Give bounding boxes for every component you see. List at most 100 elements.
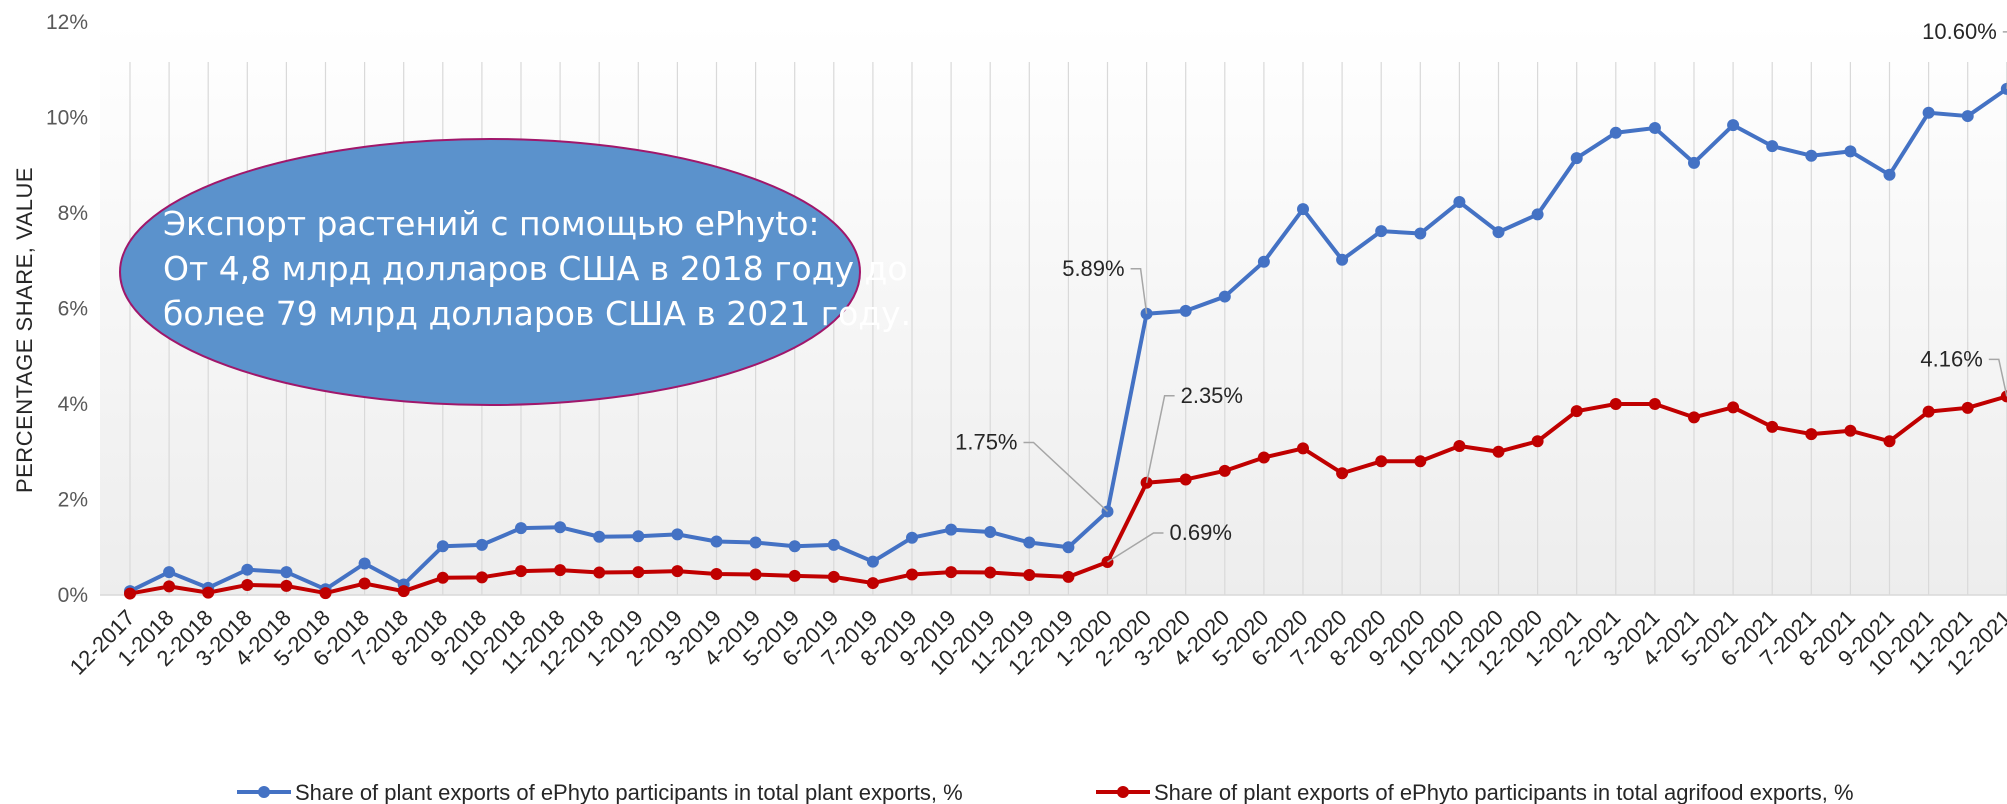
data-point: [436, 571, 449, 584]
y-tick-label: 8%: [58, 202, 88, 225]
y-tick-label: 12%: [46, 11, 88, 34]
data-point: [1766, 420, 1779, 433]
data-point: [1453, 440, 1466, 453]
data-point: [1414, 227, 1427, 240]
y-axis-label: PERCENTAGE SHARE, VALUE: [12, 167, 37, 493]
data-labels: 1.75% 5.89% 10.60% 0.69% 2.35% 4.16%: [955, 19, 2007, 563]
data-label: 2.35%: [1181, 383, 1243, 408]
data-point: [1922, 405, 1935, 418]
data-point: [945, 566, 958, 579]
data-point: [1414, 455, 1427, 468]
y-tick-label: 10%: [46, 107, 88, 130]
data-point: [866, 577, 879, 590]
y-tick-label: 6%: [58, 298, 88, 321]
data-point: [1961, 110, 1974, 123]
data-point: [554, 521, 567, 534]
data-point: [280, 566, 293, 579]
series-layer: [124, 82, 2007, 600]
data-label-leader: [2002, 31, 2007, 89]
data-point: [515, 565, 527, 578]
data-point: [1922, 106, 1935, 119]
data-label: 10.60%: [1922, 19, 1997, 44]
legend-label-agrifood: Share of plant exports of ePhyto partici…: [1154, 780, 1854, 804]
data-point: [397, 585, 410, 598]
data-point: [1492, 226, 1505, 239]
data-point: [1336, 253, 1349, 266]
data-label: 5.89%: [1062, 256, 1124, 281]
data-point: [1883, 168, 1896, 181]
data-point: [1062, 541, 1075, 554]
data-point: [1609, 398, 1622, 410]
data-point: [788, 569, 801, 582]
legend-item-plant[interactable]: Share of plant exports of ePhyto partici…: [237, 780, 963, 804]
series-0: [124, 82, 2007, 598]
data-point: [1297, 203, 1309, 216]
data-point: [1297, 442, 1309, 455]
data-point: [984, 525, 997, 538]
annotation-line-3: более 79 млрд долларов США в 2021 году.: [163, 294, 911, 333]
data-point: [984, 566, 997, 579]
data-point: [1648, 398, 1661, 410]
data-label: 4.16%: [1920, 346, 1982, 371]
data-point: [1648, 122, 1661, 135]
x-axis-ticks: 12-20171-20182-20183-20184-20185-20186-2…: [65, 605, 2007, 680]
y-tick-label: 0%: [58, 584, 88, 607]
legend-item-agrifood[interactable]: Share of plant exports of ePhyto partici…: [1096, 780, 1854, 804]
data-point: [1023, 536, 1036, 549]
data-point: [1805, 149, 1818, 162]
data-point: [124, 587, 136, 600]
data-point: [1883, 435, 1896, 448]
data-point: [671, 565, 684, 578]
data-label: 0.69%: [1170, 520, 1232, 545]
data-label-leader: [1145, 395, 1175, 483]
data-point: [515, 522, 527, 535]
data-point: [1179, 304, 1192, 317]
data-point: [1570, 152, 1583, 165]
data-point: [358, 557, 371, 570]
data-point: [1727, 401, 1740, 414]
data-point: [1257, 255, 1270, 268]
data-point: [1257, 451, 1270, 464]
data-point: [1023, 568, 1036, 581]
data-label-leader: [1988, 358, 2007, 397]
data-point: [1688, 411, 1700, 424]
data-point: [671, 528, 684, 541]
data-point: [280, 579, 293, 592]
data-point: [1961, 401, 1974, 414]
data-point: [788, 540, 801, 553]
data-point: [1336, 467, 1349, 480]
data-point: [1609, 126, 1622, 139]
annotation-line-1: Экспорт растений с помощью ePhyto:: [163, 204, 820, 243]
data-point: [319, 587, 332, 600]
annotation-callout: Экспорт растений с помощью ePhyto: От 4,…: [119, 138, 911, 406]
data-point: [1531, 208, 1544, 221]
y-axis-ticks: 0% 2% 4% 6% 8% 10% 12%: [46, 11, 88, 607]
legend: Share of plant exports of ePhyto partici…: [237, 780, 1854, 804]
data-point: [1688, 156, 1700, 169]
data-label-leader: [1023, 441, 1109, 512]
data-point: [1218, 290, 1231, 303]
data-point: [827, 538, 840, 551]
annotation-line-2: От 4,8 млрд долларов США в 2018 году до: [163, 249, 908, 288]
data-point: [475, 571, 488, 584]
data-point: [632, 566, 645, 579]
data-point: [945, 523, 958, 536]
data-point: [2000, 82, 2007, 95]
data-point: [593, 530, 606, 543]
data-point: [241, 578, 254, 591]
data-point: [827, 570, 840, 583]
data-point: [710, 535, 723, 548]
data-point: [1453, 196, 1466, 209]
data-point: [1218, 464, 1231, 477]
data-point: [866, 555, 879, 568]
legend-marker-plant: [258, 786, 270, 798]
data-point: [710, 567, 723, 580]
data-point: [749, 568, 762, 581]
data-point: [163, 566, 176, 579]
data-label-leader: [1130, 268, 1148, 314]
data-label-leader: [1107, 532, 1164, 563]
data-point: [1727, 119, 1740, 132]
data-point: [906, 531, 918, 544]
data-point: [1766, 140, 1779, 153]
